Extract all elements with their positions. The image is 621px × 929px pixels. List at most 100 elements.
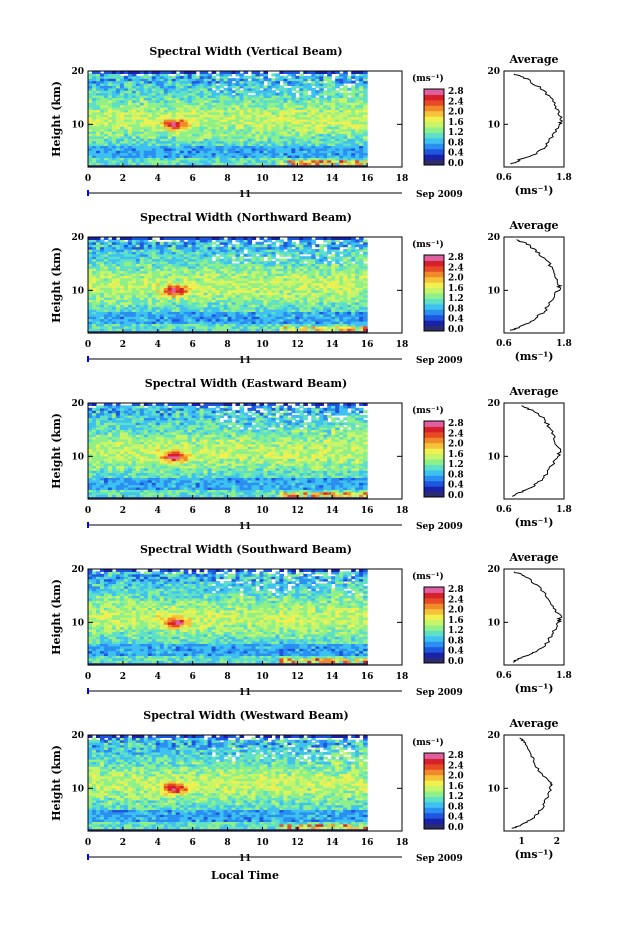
heatmap-cell bbox=[279, 107, 284, 110]
heatmap-cell bbox=[247, 99, 253, 103]
x-tick-label: 6 bbox=[190, 174, 196, 184]
heatmap-cell bbox=[92, 128, 97, 132]
heatmap-cell bbox=[96, 90, 101, 94]
heatmap-cell bbox=[311, 128, 316, 132]
heatmap-cell bbox=[203, 95, 209, 98]
heatmap-cell bbox=[263, 116, 268, 120]
heatmap-cell bbox=[223, 157, 229, 161]
heatmap-cell bbox=[311, 159, 316, 163]
heatmap-cell bbox=[247, 116, 253, 120]
heatmap-cell bbox=[315, 133, 320, 137]
heatmap-cell bbox=[279, 78, 284, 82]
heatmap-cell bbox=[299, 80, 304, 84]
heatmap-cell bbox=[96, 114, 101, 118]
heatmap-cell bbox=[115, 162, 121, 166]
heatmap-cell bbox=[183, 131, 189, 134]
heatmap-cell bbox=[88, 147, 93, 151]
heatmap-cell bbox=[271, 85, 276, 89]
heatmap-cell bbox=[235, 119, 241, 122]
heatmap-cell bbox=[147, 140, 153, 144]
heatmap-cell bbox=[171, 162, 177, 166]
heatmap-cell bbox=[223, 128, 229, 132]
heatmap-cell bbox=[307, 119, 312, 122]
heatmap-cell bbox=[151, 80, 157, 84]
avg-x-axis-label: (ms⁻¹) bbox=[515, 184, 554, 197]
heatmap-cell bbox=[92, 71, 97, 74]
heatmap-cell bbox=[215, 145, 221, 149]
heatmap-cell bbox=[179, 119, 185, 122]
heatmap-cell bbox=[339, 92, 344, 96]
heatmap-cell bbox=[195, 162, 201, 166]
heatmap-cell bbox=[167, 121, 173, 125]
heatmap-cell bbox=[295, 244, 300, 248]
heatmap-cell bbox=[279, 90, 284, 94]
heatmap-cell bbox=[183, 157, 189, 161]
heatmap-cell bbox=[179, 104, 185, 108]
heatmap-cell bbox=[147, 114, 153, 118]
heatmap-cell bbox=[179, 75, 185, 79]
heatmap-cell bbox=[319, 150, 324, 154]
heatmap-cell bbox=[255, 159, 261, 163]
heatmap-cell bbox=[215, 73, 221, 77]
heatmap-cell bbox=[159, 138, 165, 142]
heatmap-cell bbox=[315, 145, 320, 149]
heatmap-cell bbox=[323, 102, 328, 106]
heatmap-cell bbox=[203, 128, 209, 132]
heatmap-cell bbox=[243, 104, 249, 108]
heatmap-cell bbox=[183, 159, 189, 163]
heatmap-cell bbox=[251, 138, 257, 142]
heatmap-cell bbox=[143, 126, 149, 130]
heatmap-cell bbox=[103, 119, 109, 122]
heatmap-cell bbox=[219, 128, 225, 132]
heatmap-cell bbox=[179, 157, 185, 161]
heatmap-cell bbox=[119, 157, 125, 161]
heatmap-cell bbox=[239, 119, 245, 122]
heatmap-cell bbox=[195, 138, 201, 142]
heatmap-cell bbox=[255, 107, 261, 110]
heatmap-cell bbox=[195, 78, 201, 82]
heatmap-cell bbox=[167, 97, 173, 101]
heatmap-cell bbox=[155, 95, 161, 98]
heatmap-cell bbox=[299, 128, 304, 132]
heatmap-cell bbox=[191, 99, 197, 103]
heatmap-cell bbox=[135, 157, 141, 161]
heatmap-cell bbox=[96, 104, 101, 108]
heatmap-cell bbox=[199, 95, 205, 98]
heatmap-cell bbox=[119, 92, 125, 96]
heatmap-cell bbox=[279, 131, 284, 134]
heatmap-cell bbox=[96, 123, 101, 127]
heatmap-cell bbox=[187, 121, 193, 125]
heatmap-cell bbox=[163, 92, 169, 96]
heatmap-cell bbox=[263, 133, 268, 137]
heatmap-cell bbox=[287, 78, 292, 82]
heatmap-cell bbox=[175, 73, 181, 77]
heatmap-cell bbox=[115, 157, 121, 161]
heatmap-cell bbox=[103, 121, 109, 125]
heatmap-cell bbox=[115, 121, 121, 125]
heatmap-cell bbox=[295, 150, 300, 154]
heatmap-cell bbox=[111, 119, 117, 122]
heatmap-cell bbox=[243, 102, 249, 106]
heatmap-cell bbox=[211, 241, 217, 245]
heatmap-cell bbox=[103, 147, 109, 151]
heatmap-cell bbox=[219, 73, 225, 77]
heatmap-cell bbox=[239, 135, 245, 139]
heatmap-cell bbox=[299, 131, 304, 134]
heatmap-cell bbox=[287, 121, 292, 125]
heatmap-cell bbox=[267, 131, 272, 134]
heatmap-cell bbox=[92, 92, 97, 96]
heatmap-cell bbox=[315, 152, 320, 156]
heatmap-cell bbox=[111, 138, 117, 142]
heatmap-cell bbox=[127, 138, 133, 142]
heatmap-cell bbox=[327, 159, 332, 163]
heatmap-cell bbox=[179, 97, 185, 101]
heatmap-cell bbox=[155, 126, 161, 130]
heatmap-cell bbox=[227, 102, 233, 106]
heatmap-cell bbox=[92, 109, 97, 113]
heatmap-cell bbox=[183, 119, 189, 122]
heatmap-cell bbox=[92, 119, 97, 122]
heatmap-cell bbox=[127, 114, 133, 118]
heatmap-cell bbox=[147, 95, 153, 98]
heatmap-cell bbox=[175, 119, 181, 122]
avg-y-tick-label: 20 bbox=[487, 67, 500, 77]
